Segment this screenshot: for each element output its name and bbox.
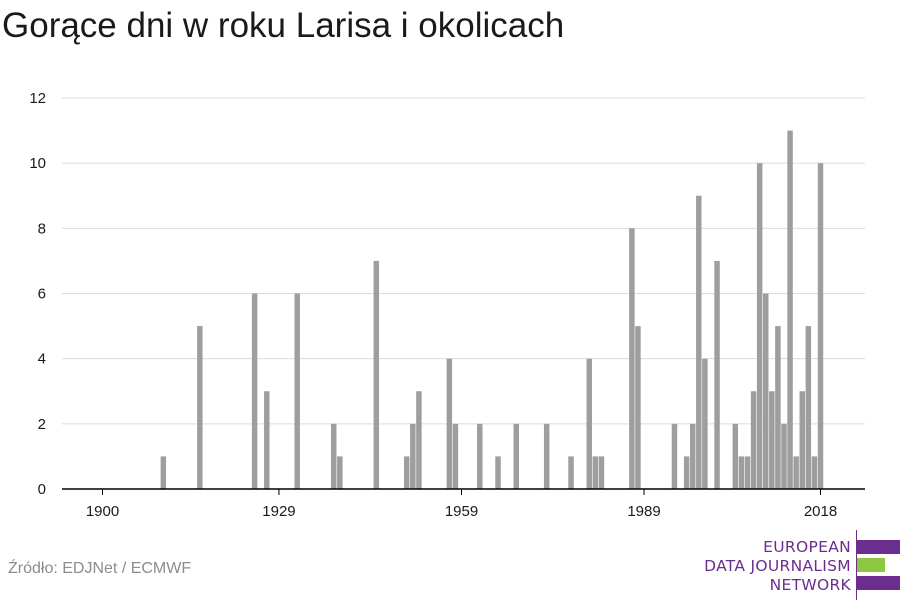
bar-1999 — [702, 358, 708, 489]
bars — [160, 130, 824, 490]
x-tick-label: 1900 — [86, 503, 119, 520]
x-tick-label: 1929 — [262, 503, 295, 520]
y-tick-label: 12 — [29, 90, 46, 107]
y-tick-label: 6 — [38, 286, 46, 303]
bar-1968 — [513, 423, 520, 489]
bar-1910 — [160, 456, 167, 489]
bar-1977 — [568, 456, 574, 489]
logo-bar-middle — [857, 558, 885, 572]
bar-1952 — [416, 391, 422, 489]
logo-line-1: EUROPEAN — [763, 538, 851, 556]
logo-line-2: DATA JOURNALISM — [704, 557, 851, 575]
bar-1939 — [337, 456, 343, 489]
bar-1945 — [373, 260, 380, 489]
bar-2010 — [769, 391, 775, 489]
bar-2012 — [781, 423, 787, 489]
bar-1996 — [683, 456, 690, 489]
logo-line-3: NETWORK — [769, 576, 851, 594]
bar-1916 — [197, 326, 203, 489]
bar-2005 — [738, 456, 745, 489]
bar-1982 — [598, 456, 605, 489]
bar-1965 — [495, 456, 501, 489]
bar-1998 — [696, 195, 702, 489]
bar-1994 — [671, 423, 678, 489]
bar-1957 — [446, 358, 453, 489]
bar-1950 — [403, 456, 410, 489]
chart-title: Gorące dni w roku Larisa i okolicach — [2, 6, 565, 45]
bar-1981 — [592, 456, 599, 489]
bar-2014 — [793, 456, 799, 489]
y-tick-label: 0 — [38, 481, 46, 498]
bar-1997 — [689, 423, 696, 489]
bar-1958 — [452, 423, 459, 489]
x-tick-label: 1989 — [627, 503, 660, 520]
x-tick-label: 1959 — [445, 503, 478, 520]
y-axis-ticks: 0 2 4 6 8 10 12 — [29, 90, 46, 498]
bar-1980 — [586, 358, 593, 489]
bar-1932 — [294, 293, 300, 489]
bar-2018 — [817, 163, 824, 489]
logo-bar-top — [857, 540, 900, 554]
logo-text: EUROPEAN DATA JOURNALISM NETWORK — [704, 538, 851, 595]
bar-1951 — [410, 423, 416, 489]
bar-1987 — [629, 228, 635, 490]
source-note: Źródło: EDJNet / ECMWF — [8, 560, 192, 577]
bar-1988 — [635, 326, 641, 489]
bar-2013 — [787, 130, 793, 490]
bar-2011 — [775, 326, 781, 489]
bar-1962 — [477, 423, 483, 489]
y-tick-label: 2 — [38, 416, 46, 433]
bar-2016 — [805, 326, 812, 489]
gridlines — [62, 97, 865, 425]
bar-2004 — [732, 423, 739, 489]
bar-2006 — [744, 456, 751, 489]
x-tick-label: 2018 — [804, 503, 837, 520]
bar-1973 — [543, 423, 550, 489]
logo-divider — [856, 530, 857, 600]
bar-2001 — [714, 260, 720, 489]
edjnet-logo: EUROPEAN DATA JOURNALISM NETWORK — [700, 530, 900, 600]
logo-bar-bottom — [857, 576, 900, 590]
bar-1925 — [251, 293, 258, 489]
bar-2008 — [756, 163, 763, 489]
bar-1927 — [264, 391, 270, 489]
x-axis-ticks: 1900 1929 1959 1989 2018 — [86, 489, 837, 520]
bar-1938 — [330, 423, 337, 489]
y-tick-label: 8 — [38, 220, 46, 237]
bar-2007 — [750, 391, 757, 489]
y-tick-label: 4 — [38, 351, 46, 368]
bar-2017 — [811, 456, 818, 489]
bar-2015 — [799, 391, 805, 489]
y-tick-label: 10 — [29, 155, 46, 172]
bar-2009 — [762, 293, 769, 489]
